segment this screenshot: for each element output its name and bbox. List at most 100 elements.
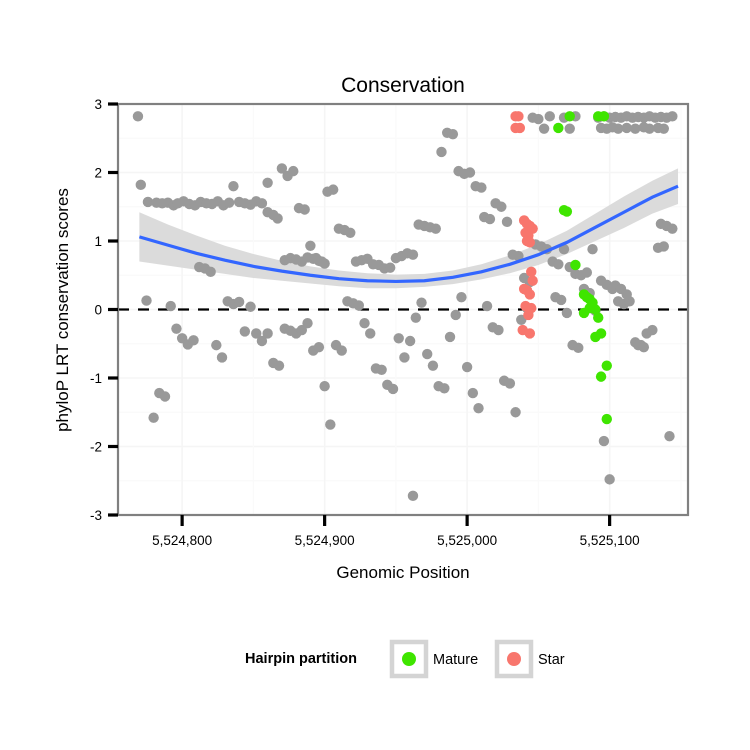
x-tick-label: 5,525,100 xyxy=(580,533,640,548)
data-point-other xyxy=(630,123,641,134)
data-point-other xyxy=(233,296,245,308)
data-point-star xyxy=(513,111,524,122)
data-point-other xyxy=(513,250,524,262)
data-point-other xyxy=(476,182,487,193)
scatter-points-mature xyxy=(553,111,612,425)
data-point-other xyxy=(188,335,199,346)
data-point-other xyxy=(481,300,493,312)
data-point-other xyxy=(621,289,632,300)
confidence-ribbon xyxy=(139,168,679,289)
data-point-other xyxy=(450,309,461,321)
data-point-other xyxy=(223,197,235,208)
legend-item-mature[interactable]: Mature xyxy=(389,639,478,679)
data-point-mature xyxy=(595,371,607,382)
data-point-other xyxy=(205,266,216,278)
data-point-mature xyxy=(584,302,595,314)
data-point-other xyxy=(604,474,615,485)
data-point-other xyxy=(427,360,439,371)
y-tick-label: 1 xyxy=(94,234,102,249)
data-point-other xyxy=(336,345,347,356)
data-point-other xyxy=(239,326,251,337)
x-tick-label: 5,524,900 xyxy=(295,533,355,548)
data-point-other xyxy=(302,318,313,329)
data-point-other xyxy=(496,201,507,212)
data-point-other xyxy=(313,341,325,353)
data-point-other xyxy=(404,335,416,347)
data-point-other xyxy=(171,323,182,334)
data-point-other xyxy=(598,435,610,447)
data-point-star xyxy=(524,289,536,300)
data-point-other xyxy=(159,391,171,402)
data-point-other xyxy=(305,240,316,251)
data-point-other xyxy=(612,123,624,134)
data-point-star xyxy=(527,275,538,286)
data-point-other xyxy=(501,216,513,228)
data-point-other xyxy=(276,163,288,174)
data-point-other xyxy=(484,213,496,225)
data-point-other xyxy=(141,295,152,306)
data-point-other xyxy=(456,291,467,303)
data-point-other xyxy=(664,431,675,442)
data-point-other xyxy=(658,241,669,252)
data-point-other xyxy=(564,123,575,134)
y-tick-label: -1 xyxy=(90,371,102,386)
data-point-other xyxy=(464,167,476,178)
y-axis-title: phyloP LRT conservation scores xyxy=(53,188,72,432)
data-point-other xyxy=(647,324,658,336)
data-point-other xyxy=(533,113,544,125)
data-point-other xyxy=(135,179,146,191)
data-point-other xyxy=(558,244,570,255)
data-point-star xyxy=(524,328,536,339)
data-point-other xyxy=(581,267,593,278)
data-point-other xyxy=(638,341,650,353)
legend-title: Hairpin partition xyxy=(245,651,357,667)
data-point-star xyxy=(514,122,526,134)
y-tick-label: 2 xyxy=(94,166,102,181)
data-point-other xyxy=(256,198,268,209)
x-axis: 5,524,800 5,524,900 5,525,000 5,525,100 xyxy=(152,515,640,548)
trend-line xyxy=(138,184,679,284)
data-point-other xyxy=(262,328,273,339)
data-point-other xyxy=(325,419,336,430)
data-point-other xyxy=(165,300,176,312)
data-point-other xyxy=(262,177,273,188)
data-point-mature xyxy=(601,360,612,371)
data-point-other xyxy=(644,123,655,134)
data-point-other xyxy=(359,318,370,329)
data-point-other xyxy=(430,223,441,234)
plot-panel xyxy=(116,102,690,517)
legend: Hairpin partition Mature Star xyxy=(245,639,565,679)
data-point-star xyxy=(524,237,536,248)
data-point-star xyxy=(526,266,537,278)
data-point-other xyxy=(587,244,598,255)
x-axis-title: Genomic Position xyxy=(336,563,469,582)
data-point-other xyxy=(142,196,154,208)
y-tick-label: 3 xyxy=(94,97,102,112)
data-point-other xyxy=(555,294,567,306)
data-point-other xyxy=(467,387,479,399)
data-point-other xyxy=(272,213,283,224)
data-point-star xyxy=(523,309,534,321)
data-point-other xyxy=(256,335,268,347)
data-point-other xyxy=(504,378,516,389)
chart-title: Conservation xyxy=(341,74,465,97)
data-point-other xyxy=(493,324,504,336)
data-point-other xyxy=(667,111,678,122)
data-point-mature xyxy=(601,413,612,425)
data-point-other xyxy=(561,307,573,319)
legend-label-mature: Mature xyxy=(433,652,478,668)
data-point-mature xyxy=(598,111,610,122)
data-point-other xyxy=(228,181,239,192)
data-point-other xyxy=(387,383,399,395)
legend-item-star[interactable]: Star xyxy=(494,639,565,679)
data-point-mature xyxy=(570,259,581,271)
data-point-other xyxy=(384,262,396,273)
data-point-other xyxy=(436,146,447,158)
data-point-star xyxy=(527,223,538,234)
data-point-other xyxy=(273,360,285,371)
data-point-other xyxy=(399,352,410,363)
data-point-other xyxy=(288,165,299,177)
data-point-mature xyxy=(561,206,573,217)
y-axis: -3 -2 -1 0 1 2 3 xyxy=(90,97,118,523)
